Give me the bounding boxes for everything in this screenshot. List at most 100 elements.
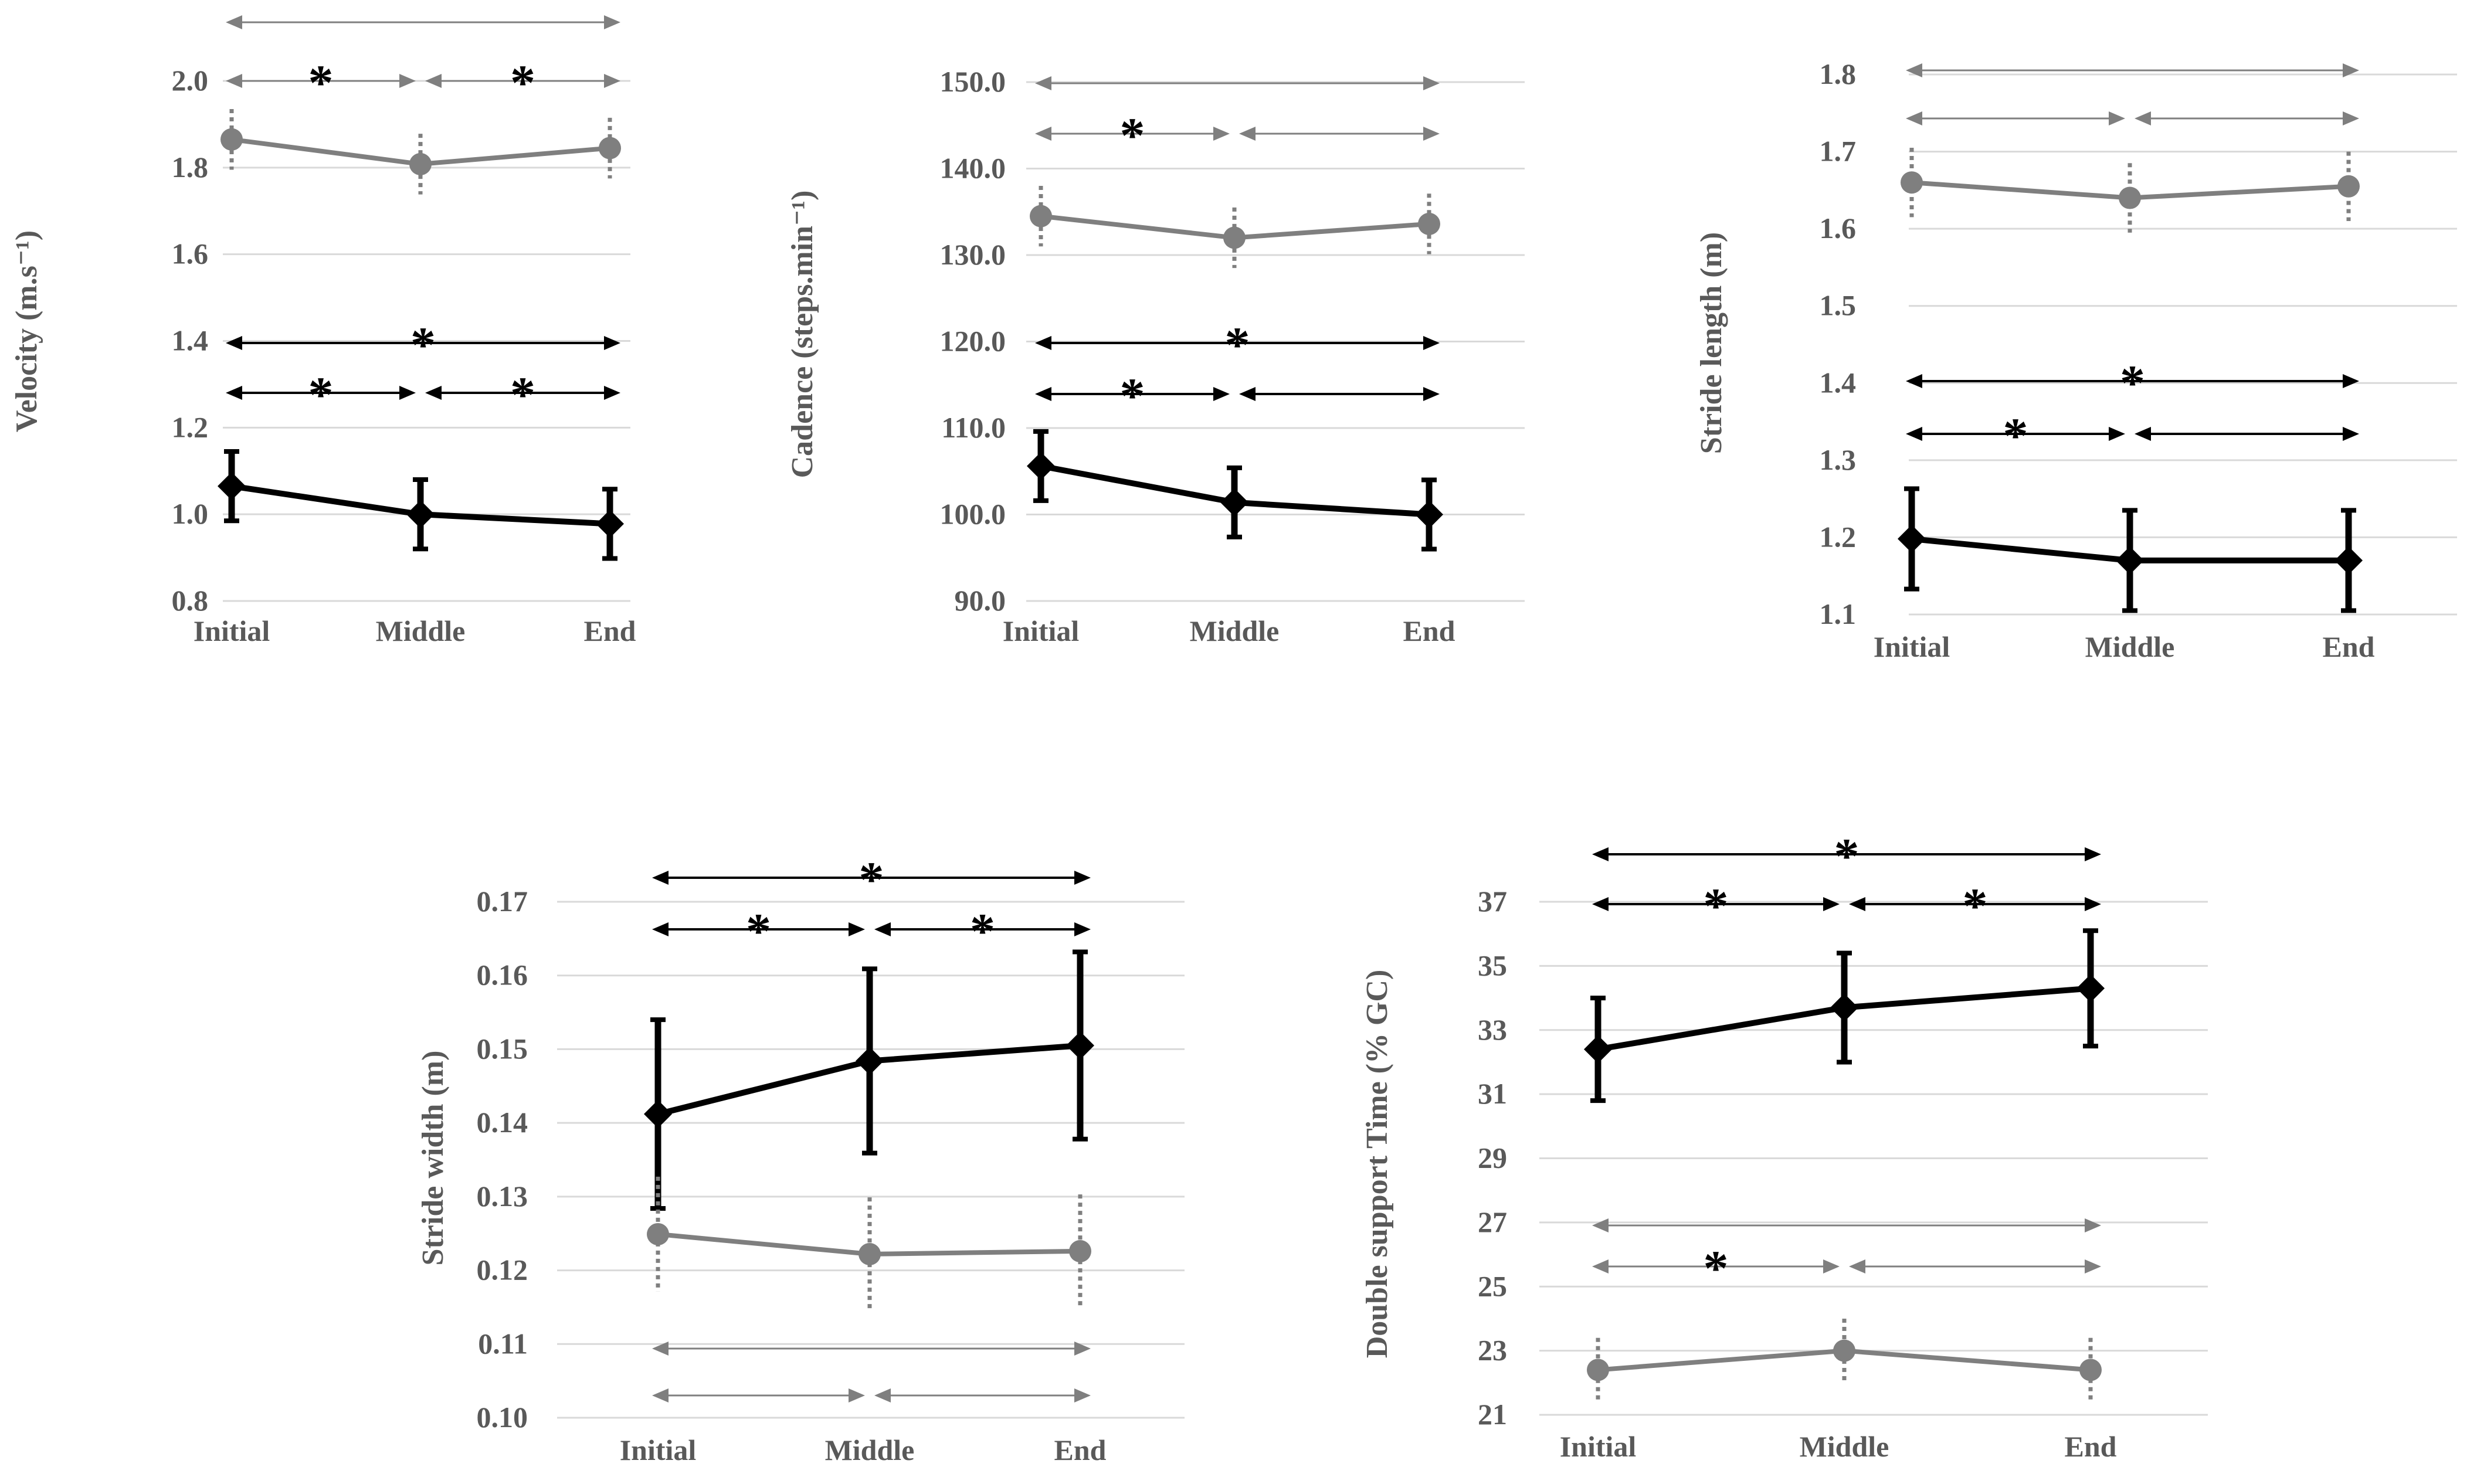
arrowhead-left [1592,847,1609,861]
data-point-circle [1069,1240,1091,1262]
data-point-circle [1833,1339,1855,1362]
arrowhead-left [1035,336,1051,350]
x-tick-label: End [584,614,636,647]
data-point-diamond [2335,546,2363,575]
data-point-diamond [2076,974,2105,1003]
significance-star: * [1963,878,1988,934]
x-tick-label: End [2323,630,2375,663]
arrowhead-left [1849,897,1865,911]
data-point-circle [647,1222,669,1245]
chart-velocity: 0.8 1.0 1.2 1.4 1.6 1.8 2.0 Initial Middle End Vel… [10,15,636,647]
data-point-circle [2119,186,2141,209]
significance-star: * [746,903,771,959]
x-tick-label: Middle [1800,1430,1889,1463]
arrowhead-right [1074,871,1091,885]
y-tick-label: 1.8 [1820,57,1857,90]
arrowhead-left [1906,63,1922,77]
arrowhead-right [2343,111,2359,125]
chart-cadence: 90.0 100.0 110.0 120.0 130.0 140.0 150.0 Initia… [786,65,1525,647]
y-tick-label: 0.13 [477,1180,528,1213]
arrowhead-left [2135,427,2151,441]
significance-star: * [1225,317,1250,373]
y-tick-label: 25 [1478,1269,1507,1302]
x-tick-label: Initial [194,614,270,647]
arrowhead-right [1074,1342,1091,1356]
x-tick-label: Middle [2085,630,2175,663]
arrowhead-left [1592,1218,1609,1232]
arrowhead-left [1906,427,1922,441]
data-point-diamond [218,472,246,501]
y-tick-label: 1.4 [1820,366,1857,399]
y-axis-title: Cadence (steps.min⁻¹) [786,191,819,478]
y-tick-label: 0.16 [477,959,528,991]
arrowhead-left [874,922,891,936]
chart-stride-length: 1.1 1.2 1.3 1.4 1.5 1.6 1.7 1.8 Initial Middle End… [1695,57,2457,663]
arrowhead-right [2085,847,2101,861]
x-tick-label: Initial [1874,630,1950,663]
arrowhead-right [1823,897,1840,911]
y-tick-label: 130.0 [940,238,1006,271]
y-tick-label: 90.0 [955,584,1006,617]
arrowhead-right [1423,336,1440,350]
arrowhead-right [2085,1218,2101,1232]
arrowhead-left [652,871,669,885]
arrowhead-left [652,1342,669,1356]
data-point-circle [1030,205,1052,227]
y-tick-label: 2.0 [172,64,209,97]
arrowhead-left [425,74,442,88]
significance-star: * [2120,355,2145,411]
y-tick-label: 1.5 [1820,289,1857,322]
data-point-diamond [1066,1031,1094,1060]
arrowhead-right [1423,127,1440,141]
y-tick-label: 1.6 [172,237,209,270]
chart-stride-width: 0.10 0.11 0.12 0.13 0.14 0.15 0.16 0.17 Initial M… [416,851,1185,1466]
arrowhead-left [1035,127,1051,141]
arrowhead-left [652,1388,669,1403]
data-point-circle [1223,226,1246,249]
y-tick-label: 0.10 [477,1401,528,1434]
y-tick-label: 1.4 [172,324,209,357]
data-point-diamond [2116,546,2144,575]
arrowhead-right [1823,1259,1840,1274]
arrowhead-right [2343,374,2359,388]
y-tick-label: 1.7 [1820,135,1857,168]
data-point-diamond [596,510,624,538]
arrowhead-right [2085,897,2101,911]
arrowhead-left [1035,387,1051,401]
arrowhead-right [2109,427,2125,441]
y-tick-label: 110.0 [941,411,1006,444]
arrowhead-left [1239,387,1256,401]
data-point-diamond [1027,451,1055,480]
significance-star: * [1120,107,1145,164]
arrowhead-right [849,922,865,936]
arrowhead-right [1074,922,1091,936]
x-tick-label: Initial [1560,1430,1637,1463]
arrowhead-right [1423,76,1440,90]
y-axis-title: Stride length (m) [1695,232,1728,454]
data-point-diamond [1220,488,1248,517]
significance-star: * [510,366,535,423]
x-tick-label: End [2065,1430,2117,1463]
y-tick-label: 1.8 [172,151,209,184]
y-tick-label: 1.1 [1820,597,1857,630]
data-point-circle [409,152,432,175]
y-tick-label: 1.2 [172,410,209,443]
y-tick-label: 0.8 [172,584,209,617]
arrowhead-left [1906,374,1922,388]
arrowhead-right [1213,387,1230,401]
data-point-diamond [406,500,435,529]
arrowhead-right [604,386,620,400]
y-tick-label: 21 [1478,1398,1507,1431]
y-tick-label: 0.15 [477,1032,528,1065]
chart-double-support: 21 23 25 27 29 31 33 35 37 Initial Middle End Double… [1360,828,2208,1463]
arrowhead-left [226,336,242,350]
arrowhead-right [1213,127,1230,141]
arrowhead-left [1035,76,1051,90]
x-tick-label: Middle [825,1434,915,1466]
y-axis-title: Velocity (m.s⁻¹) [10,230,43,432]
y-tick-label: 150.0 [940,65,1006,98]
data-point-circle [859,1242,881,1265]
y-tick-label: 1.0 [172,497,209,530]
y-tick-label: 1.3 [1820,443,1857,476]
